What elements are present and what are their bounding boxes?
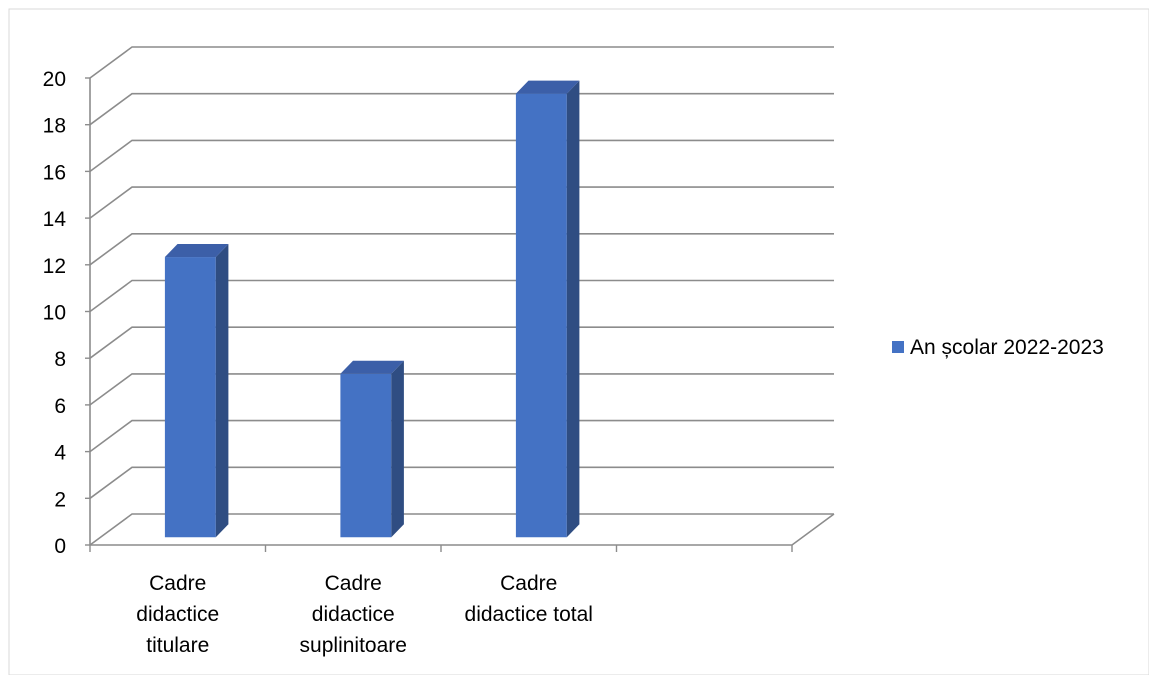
bar-side: [215, 244, 229, 538]
bar: [340, 360, 404, 538]
legend-label: An școlar 2022-2023: [910, 336, 1104, 359]
y-tick-label: 0: [54, 535, 66, 558]
gridline: [89, 92, 834, 126]
y-tick-label: 6: [54, 395, 66, 418]
y-tick-label: 2: [54, 488, 66, 511]
y-tick-label: 14: [43, 208, 67, 231]
bar: [164, 244, 229, 538]
y-tick-labels: 0 2 4 6 8 10 12 14 16 18 20: [43, 68, 67, 558]
gridline: [89, 419, 834, 453]
gridline: [89, 373, 834, 406]
x-tick-labels: Cadre didactice titulare Cadre didactice supl…: [136, 572, 593, 657]
bar-top: [340, 360, 404, 374]
bar-top: [515, 80, 580, 94]
bar-front: [340, 373, 392, 538]
gridline: [89, 233, 834, 266]
gridline: [89, 466, 834, 499]
bar-front: [164, 257, 216, 538]
bar-front: [515, 93, 567, 538]
gridline: [89, 513, 834, 546]
bar-top: [164, 244, 229, 258]
bar-side: [391, 360, 404, 538]
bar: [515, 80, 580, 538]
x-tick-label: Cadre didactice titulare: [136, 572, 219, 657]
bars: [164, 80, 580, 538]
y-tick-label: 16: [43, 161, 66, 184]
axes: [85, 77, 835, 552]
gridline: [89, 46, 834, 79]
y-tick-label: 8: [54, 348, 66, 371]
y-tick-label: 4: [54, 442, 66, 465]
legend: An școlar 2022-2023: [892, 336, 1104, 359]
y-tick-label: 18: [43, 115, 66, 138]
legend-swatch: [892, 341, 904, 353]
y-tick-label: 10: [43, 302, 66, 325]
bar-side: [566, 80, 580, 538]
y-tick-label: 20: [43, 68, 66, 91]
y-tick-label: 12: [43, 255, 66, 278]
x-tick-label: Cadre didactice total: [465, 572, 593, 626]
gridline: [89, 139, 834, 173]
x-tick-label: Cadre didactice suplinitoare: [300, 572, 407, 657]
gridline: [89, 186, 834, 219]
gridline: [89, 326, 834, 359]
gridline: [89, 279, 834, 313]
gridlines: [89, 46, 834, 546]
